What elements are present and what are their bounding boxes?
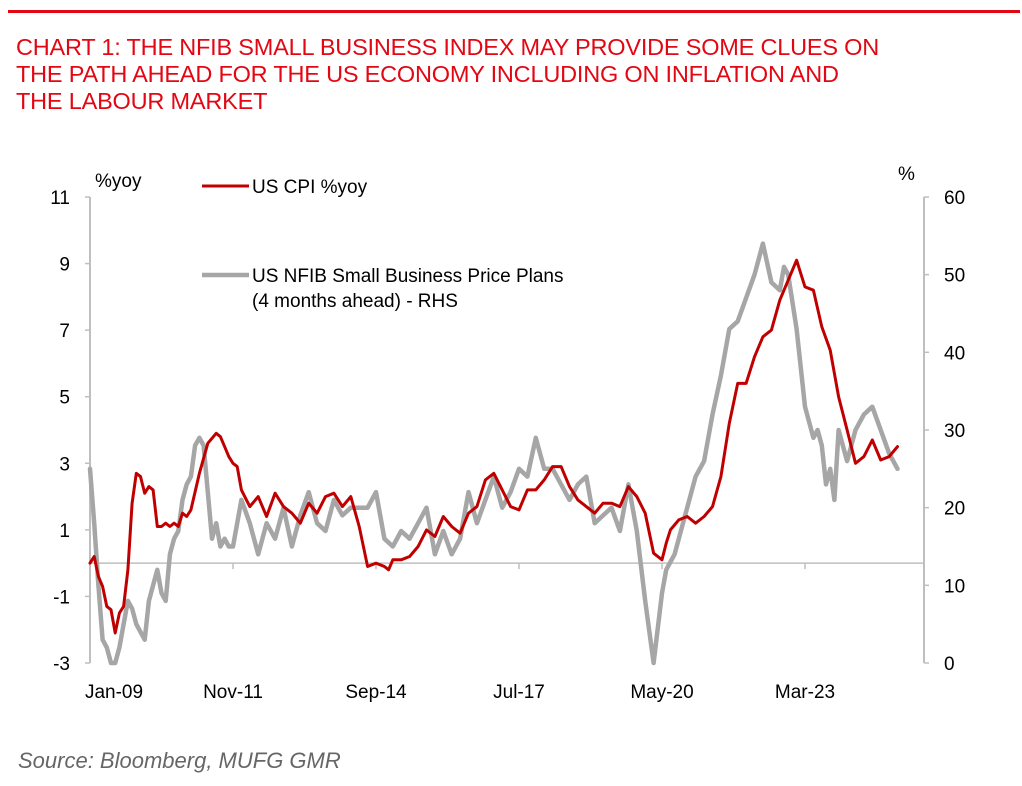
- series-layer: [87, 241, 900, 666]
- right-axis-tick-label: 40: [944, 343, 965, 364]
- legend-label-nfib-line-2: (4 months ahead) - RHS: [252, 291, 458, 312]
- left-axis-tick-label: 11: [50, 188, 70, 209]
- source-note: Source: Bloomberg, MUFG GMR: [18, 748, 341, 773]
- right-axis-tick-label: 60: [944, 188, 965, 209]
- x-axis-tick-label: Sep-14: [345, 682, 407, 703]
- x-axis-tick-label: Nov-11: [203, 682, 263, 703]
- x-axis-tick-label: May-20: [630, 682, 693, 703]
- chart-title-line-2: THE PATH AHEAD FOR THE US ECONOMY INCLUD…: [16, 61, 839, 87]
- title-rule: [8, 10, 1020, 13]
- left-axis-tick-label: 3: [59, 454, 70, 475]
- chart-title-line-3: THE LABOUR MARKET: [16, 88, 268, 114]
- right-axis-tick-label: 0: [944, 654, 955, 675]
- x-axis-tick-label: Mar-23: [775, 682, 835, 703]
- legend: US CPI %yoy US NFIB Small Business Price …: [202, 177, 564, 312]
- right-axis-tick-label: 20: [944, 499, 965, 520]
- nfib-series-line: [87, 241, 900, 666]
- right-axis-unit-label: %: [898, 164, 915, 185]
- x-axis-tick-label: Jan-09: [85, 682, 143, 703]
- left-axis-tick-label: 1: [59, 521, 70, 542]
- legend-label-cpi: US CPI %yoy: [252, 177, 368, 198]
- chart-title-line-1: CHART 1: THE NFIB SMALL BUSINESS INDEX M…: [16, 34, 880, 60]
- x-axis-tick-label: Jul-17: [493, 682, 545, 703]
- right-axis-tick-label: 50: [944, 266, 965, 287]
- left-axis-tick-label: 9: [59, 255, 70, 276]
- left-axis-tick-label: -3: [53, 654, 70, 675]
- cpi-series-line: [88, 258, 899, 635]
- axes: 11 9 7 5 3 1 -1 -3 60 50 40 30 20 10 0 %yoy % Jan-09 Nov-1…: [50, 164, 965, 703]
- right-axis-tick-label: 10: [944, 576, 965, 597]
- right-axis-tick-label: 30: [944, 421, 965, 442]
- left-axis-tick-label: 7: [59, 321, 70, 342]
- legend-label-nfib-line-1: US NFIB Small Business Price Plans: [252, 266, 564, 287]
- left-axis-unit-label: %yoy: [95, 171, 142, 192]
- left-axis-tick-label: -1: [53, 587, 70, 608]
- left-axis-tick-label: 5: [59, 388, 70, 409]
- chart-title: CHART 1: THE NFIB SMALL BUSINESS INDEX M…: [16, 34, 1016, 115]
